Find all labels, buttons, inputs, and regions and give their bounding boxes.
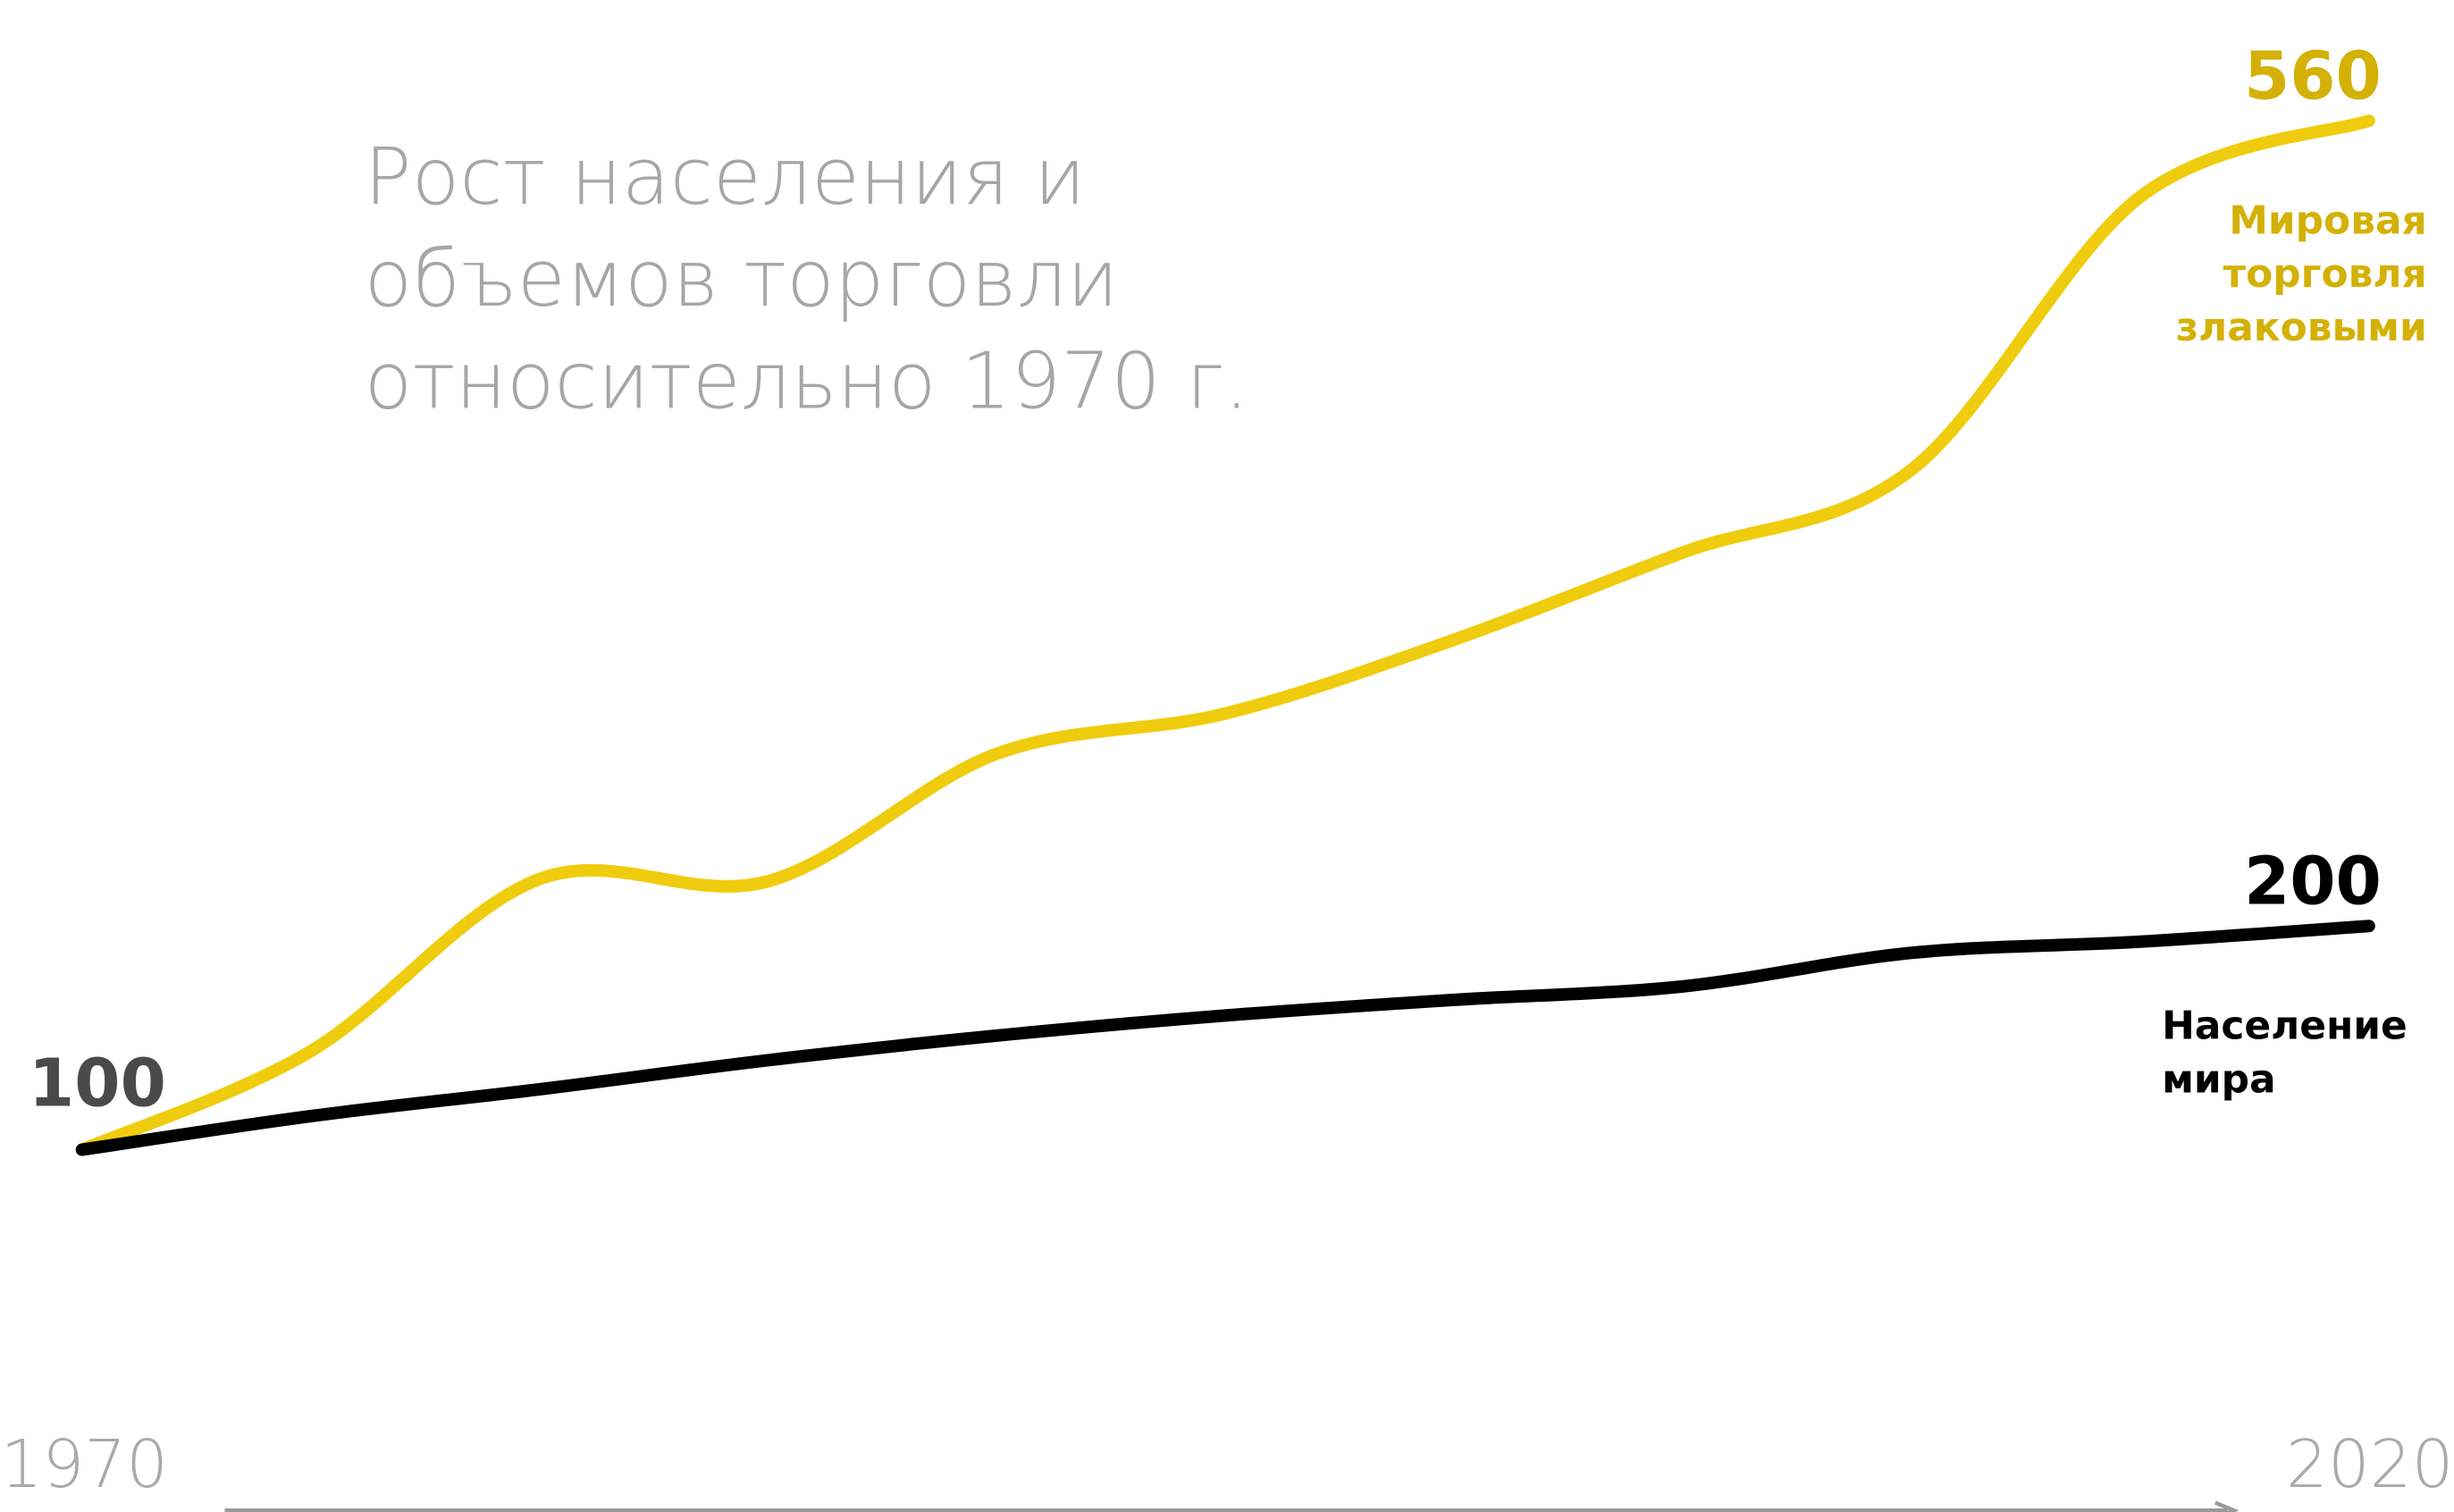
time-arrow-head	[2214, 1500, 2240, 1512]
series-line	[75, 920, 2375, 1156]
legend-label: Население мира	[2162, 1004, 2408, 1103]
start-value-label: 100	[29, 1046, 166, 1121]
legend-label: Мировая торговля злаковыми	[2176, 198, 2427, 350]
end-value-label: 200	[2244, 844, 2382, 920]
series-line	[75, 114, 2375, 1156]
x-tick-label: 1970	[0, 1427, 168, 1503]
x-tick-label: 2020	[2286, 1427, 2454, 1503]
chart-title: Рост населения и объемов торговли относите…	[365, 131, 1249, 426]
end-value-label: 560	[2244, 39, 2382, 115]
